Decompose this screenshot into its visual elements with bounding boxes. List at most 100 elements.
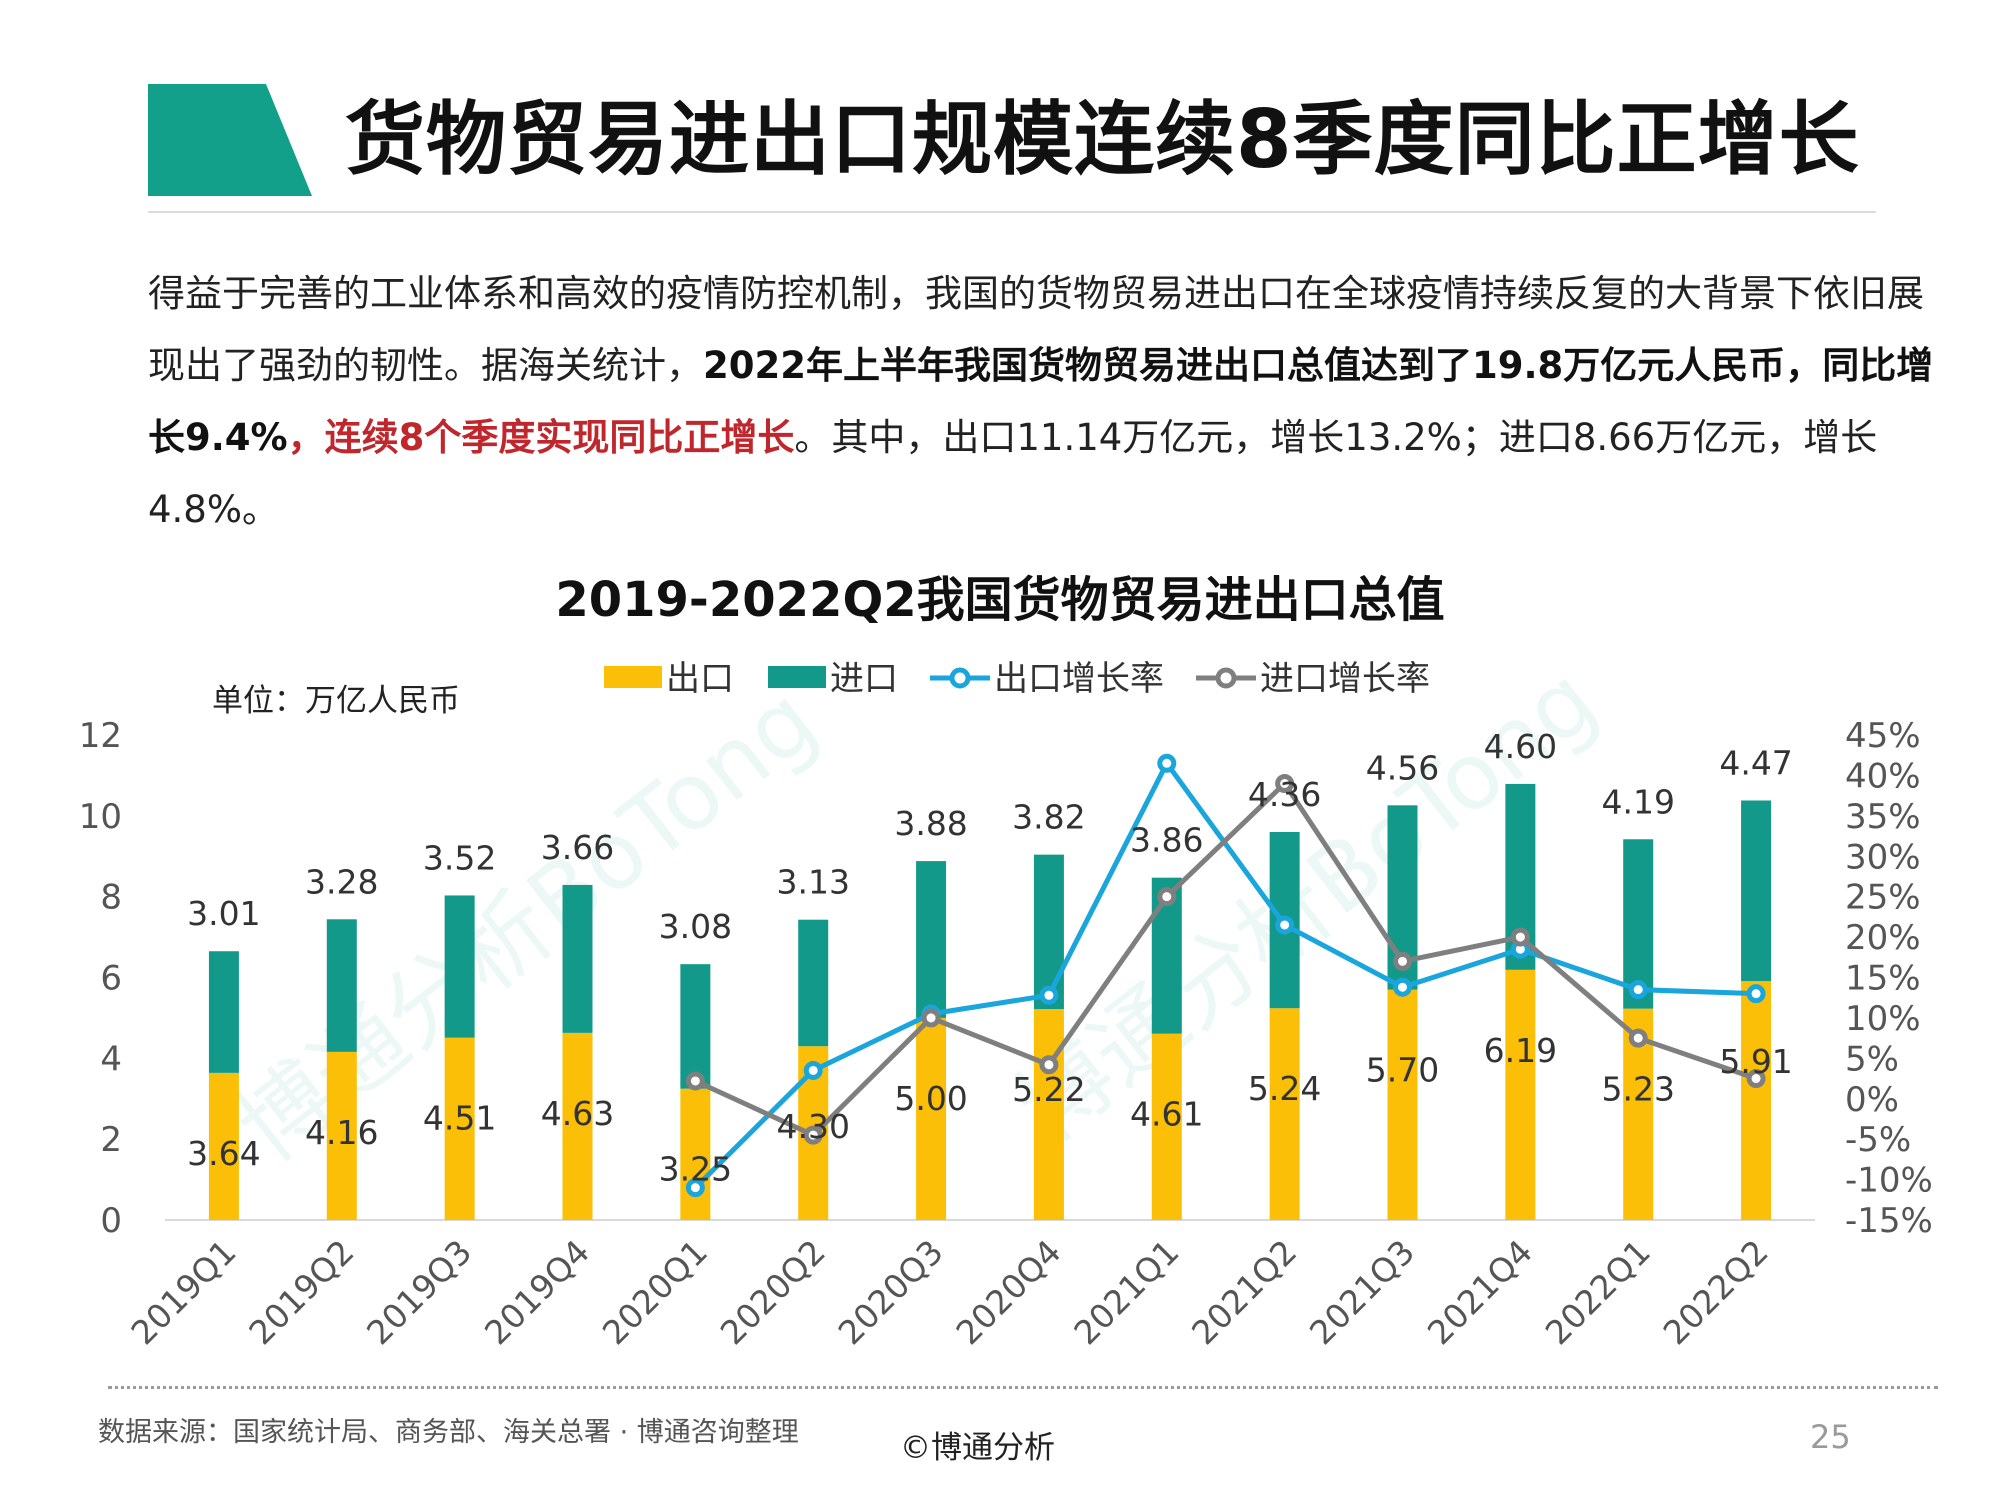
label-export: 5.00 xyxy=(894,1079,967,1118)
y-right-tick-label: 10% xyxy=(1845,999,1921,1039)
intro-tail-text: 。其中，出口11.14万亿元，增长13.2%；进口8.66万亿元，增长4.8%。 xyxy=(148,416,1878,531)
label-import: 3.28 xyxy=(305,862,378,901)
point-export-growth xyxy=(1628,980,1648,1000)
bar-export xyxy=(326,1051,357,1220)
bar-export xyxy=(1741,981,1772,1220)
x-tick-label: 2022Q1 xyxy=(1538,1232,1658,1352)
title-accent-shape xyxy=(148,84,312,196)
label-import: 3.52 xyxy=(423,838,496,877)
point-import-growth xyxy=(921,1008,941,1028)
y-right-tick-label: 45% xyxy=(1845,716,1921,756)
y-left-tick-label: 0 xyxy=(100,1201,122,1241)
line-export-growth xyxy=(693,760,1757,1190)
point-import-growth xyxy=(1039,1055,1059,1075)
label-import: 4.47 xyxy=(1719,743,1792,782)
label-export: 4.61 xyxy=(1130,1095,1203,1134)
y-left-tick-label: 2 xyxy=(100,1120,122,1160)
point-import-growth xyxy=(1746,1069,1766,1089)
bar-export xyxy=(1151,1033,1182,1220)
bar-export xyxy=(444,1037,475,1220)
x-tick-label: 2020Q4 xyxy=(948,1232,1068,1352)
x-tick-label: 2019Q4 xyxy=(477,1232,597,1352)
point-export-growth xyxy=(803,1060,823,1080)
x-tick-label: 2021Q1 xyxy=(1066,1232,1186,1352)
bar-import xyxy=(208,951,239,1073)
x-tick-label: 2020Q3 xyxy=(831,1232,951,1352)
label-import: 3.13 xyxy=(776,863,849,902)
point-export-growth xyxy=(1275,915,1295,935)
legend-swatch-import xyxy=(768,666,826,688)
y-right-tick-label: 40% xyxy=(1845,756,1921,796)
point-export-growth xyxy=(1746,984,1766,1004)
y-right-tick-label: -15% xyxy=(1845,1201,1933,1241)
y-right-tick-label: 5% xyxy=(1845,1039,1899,1079)
x-tick-label: 2021Q3 xyxy=(1302,1232,1422,1352)
label-export: 3.25 xyxy=(659,1150,732,1189)
chart-title: 2019-2022Q2我国货物贸易进出口总值 xyxy=(555,572,1445,628)
bar-import xyxy=(680,964,711,1089)
intro-highlight-text: ，连续8个季度实现同比正增长 xyxy=(287,416,795,459)
point-import-growth xyxy=(685,1071,705,1091)
page-title: 货物贸易进出口规模连续8季度同比正增长 xyxy=(345,93,1860,186)
y-right-tick-label: 15% xyxy=(1845,959,1921,999)
title-accent-block xyxy=(148,84,312,196)
footer-divider xyxy=(108,1386,1938,1389)
point-import-growth xyxy=(1275,774,1295,793)
line-import-growth xyxy=(694,781,1757,1138)
label-export: 5.23 xyxy=(1601,1070,1674,1109)
label-export: 4.30 xyxy=(776,1107,849,1146)
copyright-text: ©博通分析 xyxy=(900,1430,1055,1466)
title-divider xyxy=(148,211,1876,213)
point-import-growth xyxy=(803,1125,823,1145)
bar-export xyxy=(562,1032,593,1220)
y-left-tick-label: 6 xyxy=(100,959,122,999)
y-left-tick-label: 12 xyxy=(79,716,122,756)
point-export-growth xyxy=(1039,985,1059,1005)
point-export-growth xyxy=(685,1178,705,1198)
bar-import xyxy=(798,919,829,1047)
y-left-tick-label: 4 xyxy=(100,1039,122,1079)
y-right-tick-label: 30% xyxy=(1845,837,1921,877)
bar-import xyxy=(444,895,475,1038)
label-export: 4.16 xyxy=(305,1113,378,1152)
legend-label-import: 进口 xyxy=(830,659,898,699)
label-import: 4.56 xyxy=(1366,748,1439,787)
y-right-tick-label: 25% xyxy=(1845,878,1921,918)
label-import: 4.60 xyxy=(1484,727,1557,766)
label-export: 5.22 xyxy=(1012,1070,1085,1109)
label-export: 5.91 xyxy=(1719,1042,1792,1081)
bar-export xyxy=(916,1017,947,1220)
bar-import xyxy=(1033,854,1064,1010)
unit-label: 单位：万亿人民币 xyxy=(212,683,460,719)
legend-marker-import-growth xyxy=(1215,667,1237,689)
label-import: 3.08 xyxy=(659,907,732,946)
bar-export xyxy=(1387,989,1418,1220)
x-tick-label: 2022Q2 xyxy=(1656,1232,1776,1352)
legend-label-export: 出口 xyxy=(666,659,734,699)
point-export-growth xyxy=(1393,977,1412,997)
bar-export xyxy=(680,1088,711,1220)
bar-import xyxy=(1741,800,1772,982)
y-right-tick-label: 35% xyxy=(1845,797,1921,837)
point-import-growth xyxy=(1510,927,1530,947)
x-tick-label: 2019Q1 xyxy=(123,1232,243,1352)
y-left-tick-label: 10 xyxy=(79,797,122,837)
label-import: 4.19 xyxy=(1601,782,1674,821)
bar-export xyxy=(1505,969,1536,1220)
bar-export xyxy=(1033,1009,1064,1220)
point-import-growth xyxy=(1157,887,1177,907)
x-tick-label: 2020Q2 xyxy=(713,1232,833,1352)
point-export-growth xyxy=(1157,753,1177,773)
y-right-tick-label: -10% xyxy=(1845,1161,1933,1201)
intro-paragraph: 得益于完善的工业体系和高效的疫情防控机制，我国的货物贸易进出口在全球疫情持续反复… xyxy=(148,258,1938,546)
label-export: 4.63 xyxy=(541,1094,614,1133)
label-import: 3.86 xyxy=(1130,821,1203,860)
label-import: 3.82 xyxy=(1012,798,1085,837)
x-tick-label: 2019Q2 xyxy=(241,1232,361,1352)
bar-import xyxy=(326,919,357,1052)
bar-import xyxy=(916,861,947,1018)
intro-bold-text: 2022年上半年我国货物贸易进出口总值达到了19.8万亿元人民币，同比增长9.4… xyxy=(148,344,1934,459)
y-right-tick-label: 0% xyxy=(1845,1080,1899,1120)
label-import: 3.88 xyxy=(894,804,967,843)
